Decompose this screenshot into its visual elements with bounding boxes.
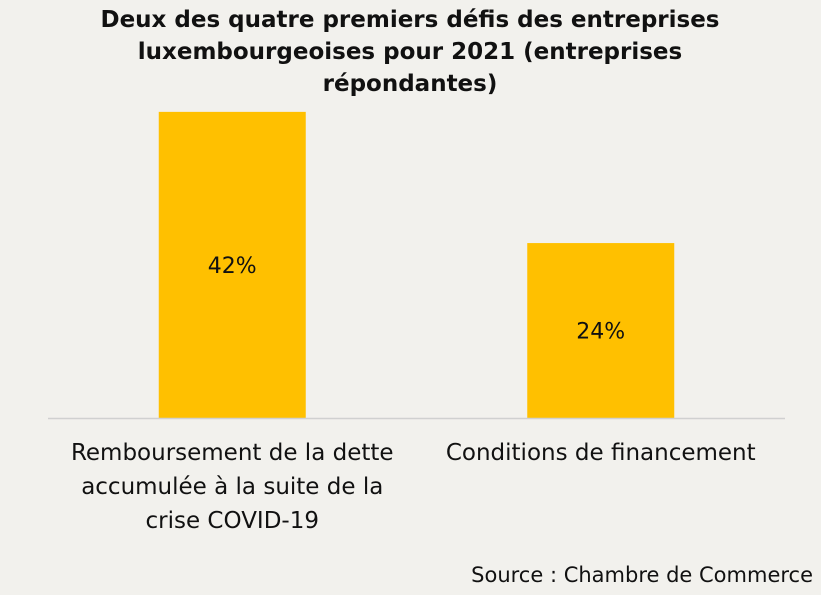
plot-area: 42% Remboursement de la dette accumulée à … [48,111,785,534]
category-label-1: Remboursement de la dette accumulée à la … [71,440,394,534]
chart-title: Deux des quatre premiers défis des entre… [100,7,720,97]
category-label-2: Conditions de financement [446,440,756,466]
data-label-2: 24% [576,320,625,345]
source-note: Source : Chambre de Commerce [471,563,813,587]
bar-1 [158,111,306,418]
data-label-1: 42% [208,254,257,279]
bar-2 [527,243,675,418]
